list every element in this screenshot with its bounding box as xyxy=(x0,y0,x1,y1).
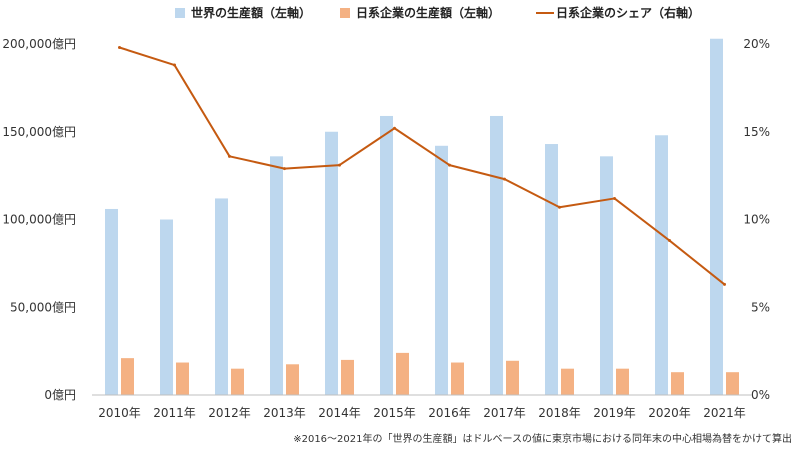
bar-world-production xyxy=(490,115,503,395)
share-point xyxy=(723,282,726,286)
bar-world-production xyxy=(105,208,118,395)
bar-world-production xyxy=(545,144,558,395)
legend-label: 日系企業の生産額（左軸） xyxy=(356,5,500,20)
footnote: ※2016～2021年の「世界の生産額」はドルベースの値に東京市場における同年末… xyxy=(293,432,792,445)
right-tick-label: 0% xyxy=(751,388,770,402)
share-point xyxy=(558,205,561,209)
left-tick-label: 150,000億円 xyxy=(2,125,76,139)
bar-world-production xyxy=(215,198,228,395)
right-tick-label: 20% xyxy=(743,37,770,51)
legend-swatch xyxy=(175,8,185,18)
right-tick-label: 5% xyxy=(751,300,770,314)
x-axis: 2010年 2011年 2012年 2013年 2014年 2015年 2016年 2017年… xyxy=(92,394,752,420)
x-tick-label: 2018年 xyxy=(538,406,581,420)
legend: 世界の生産額（左軸） 日系企業の生産額（左軸） 日系企業のシェア（右軸） xyxy=(175,5,700,20)
share-point xyxy=(448,163,451,167)
bar-japanese-production xyxy=(506,360,519,395)
share-point xyxy=(668,239,671,243)
x-tick-label: 2014年 xyxy=(318,406,361,420)
x-tick-label: 2020年 xyxy=(648,406,691,420)
share-point xyxy=(393,126,396,130)
left-tick-label: 50,000億円 xyxy=(10,300,76,314)
share-point xyxy=(228,154,231,158)
line-series xyxy=(118,46,726,286)
bar-world-production xyxy=(380,115,393,395)
bar-japanese-production xyxy=(671,372,684,395)
x-tick-label: 2013年 xyxy=(263,406,306,420)
bar-world-production xyxy=(270,156,283,395)
bar-world-production xyxy=(325,131,338,395)
bar-japanese-production xyxy=(451,362,464,395)
x-tick-label: 2011年 xyxy=(153,406,196,420)
share-point xyxy=(118,46,121,50)
left-tick-label: 0億円 xyxy=(44,388,76,402)
share-point xyxy=(173,63,176,67)
x-tick-label: 2015年 xyxy=(373,406,416,420)
bar-series xyxy=(105,38,739,396)
right-axis: 0% 5% 10% 15% 20% xyxy=(743,37,770,402)
share-line xyxy=(119,46,726,286)
x-tick-label: 2012年 xyxy=(208,406,251,420)
bar-japanese-production xyxy=(341,359,354,395)
bar-japanese-production xyxy=(396,352,409,395)
share-point xyxy=(503,177,506,181)
share-point xyxy=(338,163,341,167)
bar-japanese-production xyxy=(121,358,134,395)
left-axis: 0億円 50,000億円 100,000億円 150,000億円 200,000億円 xyxy=(2,37,76,402)
legend-label: 日系企業のシェア（右軸） xyxy=(556,5,700,20)
x-tick-label: 2021年 xyxy=(703,406,746,420)
bar-japanese-production xyxy=(561,368,574,395)
bar-japanese-production xyxy=(231,368,244,395)
bar-japanese-production xyxy=(286,364,299,395)
legend-swatch xyxy=(340,8,350,18)
bar-world-production xyxy=(600,156,613,395)
bar-world-production xyxy=(710,38,723,396)
bar-japanese-production xyxy=(726,372,739,395)
bar-world-production xyxy=(435,145,448,395)
x-tick-label: 2010年 xyxy=(98,406,141,420)
bar-japanese-production xyxy=(176,362,189,395)
bar-japanese-production xyxy=(616,368,629,395)
x-tick-label: 2017年 xyxy=(483,406,526,420)
bar-world-production xyxy=(160,219,173,395)
right-tick-label: 15% xyxy=(743,125,770,139)
share-point xyxy=(613,196,616,200)
x-tick-label: 2016年 xyxy=(428,406,471,420)
bar-world-production xyxy=(655,135,668,395)
x-tick-label: 2019年 xyxy=(593,406,636,420)
left-tick-label: 200,000億円 xyxy=(2,37,76,51)
legend-label: 世界の生産額（左軸） xyxy=(191,5,311,20)
share-point xyxy=(283,167,286,171)
right-tick-label: 10% xyxy=(743,213,770,227)
left-tick-label: 100,000億円 xyxy=(2,213,76,227)
